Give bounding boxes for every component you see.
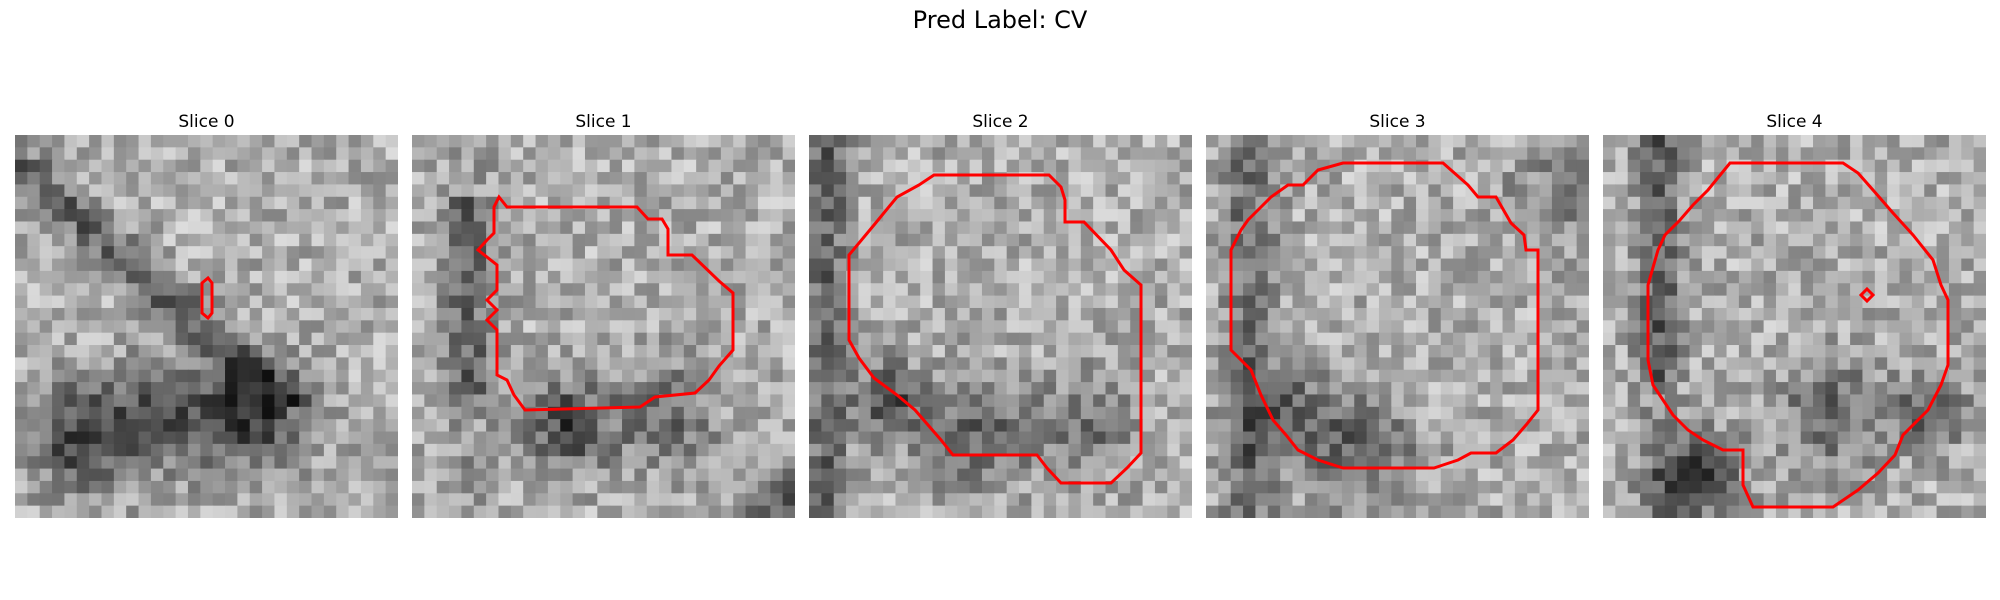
image-tiles	[15, 135, 398, 518]
slice-3-svg	[1206, 135, 1589, 518]
slice-panel-0: Slice 0	[15, 110, 398, 518]
segmentation-contour-small	[1858, 286, 1876, 304]
image-tiles	[1206, 135, 1589, 518]
slice-title: Slice 3	[1369, 112, 1426, 132]
slice-image	[809, 135, 1192, 518]
slice-image	[412, 135, 795, 518]
slice-panel-2: Slice 2	[809, 110, 1192, 518]
image-tiles	[412, 135, 795, 518]
segmentation-contour	[847, 173, 1143, 485]
figure-title: Pred Label: CV	[912, 6, 1088, 34]
slice-title: Slice 0	[178, 112, 235, 132]
slice-image	[1603, 135, 1986, 518]
slice-image	[15, 135, 398, 518]
segmentation-contour	[200, 275, 214, 321]
slice-panel-3: Slice 3	[1206, 110, 1589, 518]
slice-title: Slice 2	[972, 112, 1029, 132]
slice-title: Slice 4	[1766, 112, 1823, 132]
slice-4-svg	[1603, 135, 1986, 518]
segmentation-contour	[1229, 161, 1540, 470]
segmentation-contour	[1646, 161, 1950, 509]
slice-2-svg	[809, 135, 1192, 518]
slice-image	[1206, 135, 1589, 518]
image-tiles	[1603, 135, 1986, 518]
slice-panel-4: Slice 4	[1603, 110, 1986, 518]
slice-panel-1: Slice 1	[412, 110, 795, 518]
slice-title: Slice 1	[575, 112, 632, 132]
slice-1-svg	[412, 135, 795, 518]
segmentation-contour	[475, 194, 735, 412]
slice-0-svg	[15, 135, 398, 518]
